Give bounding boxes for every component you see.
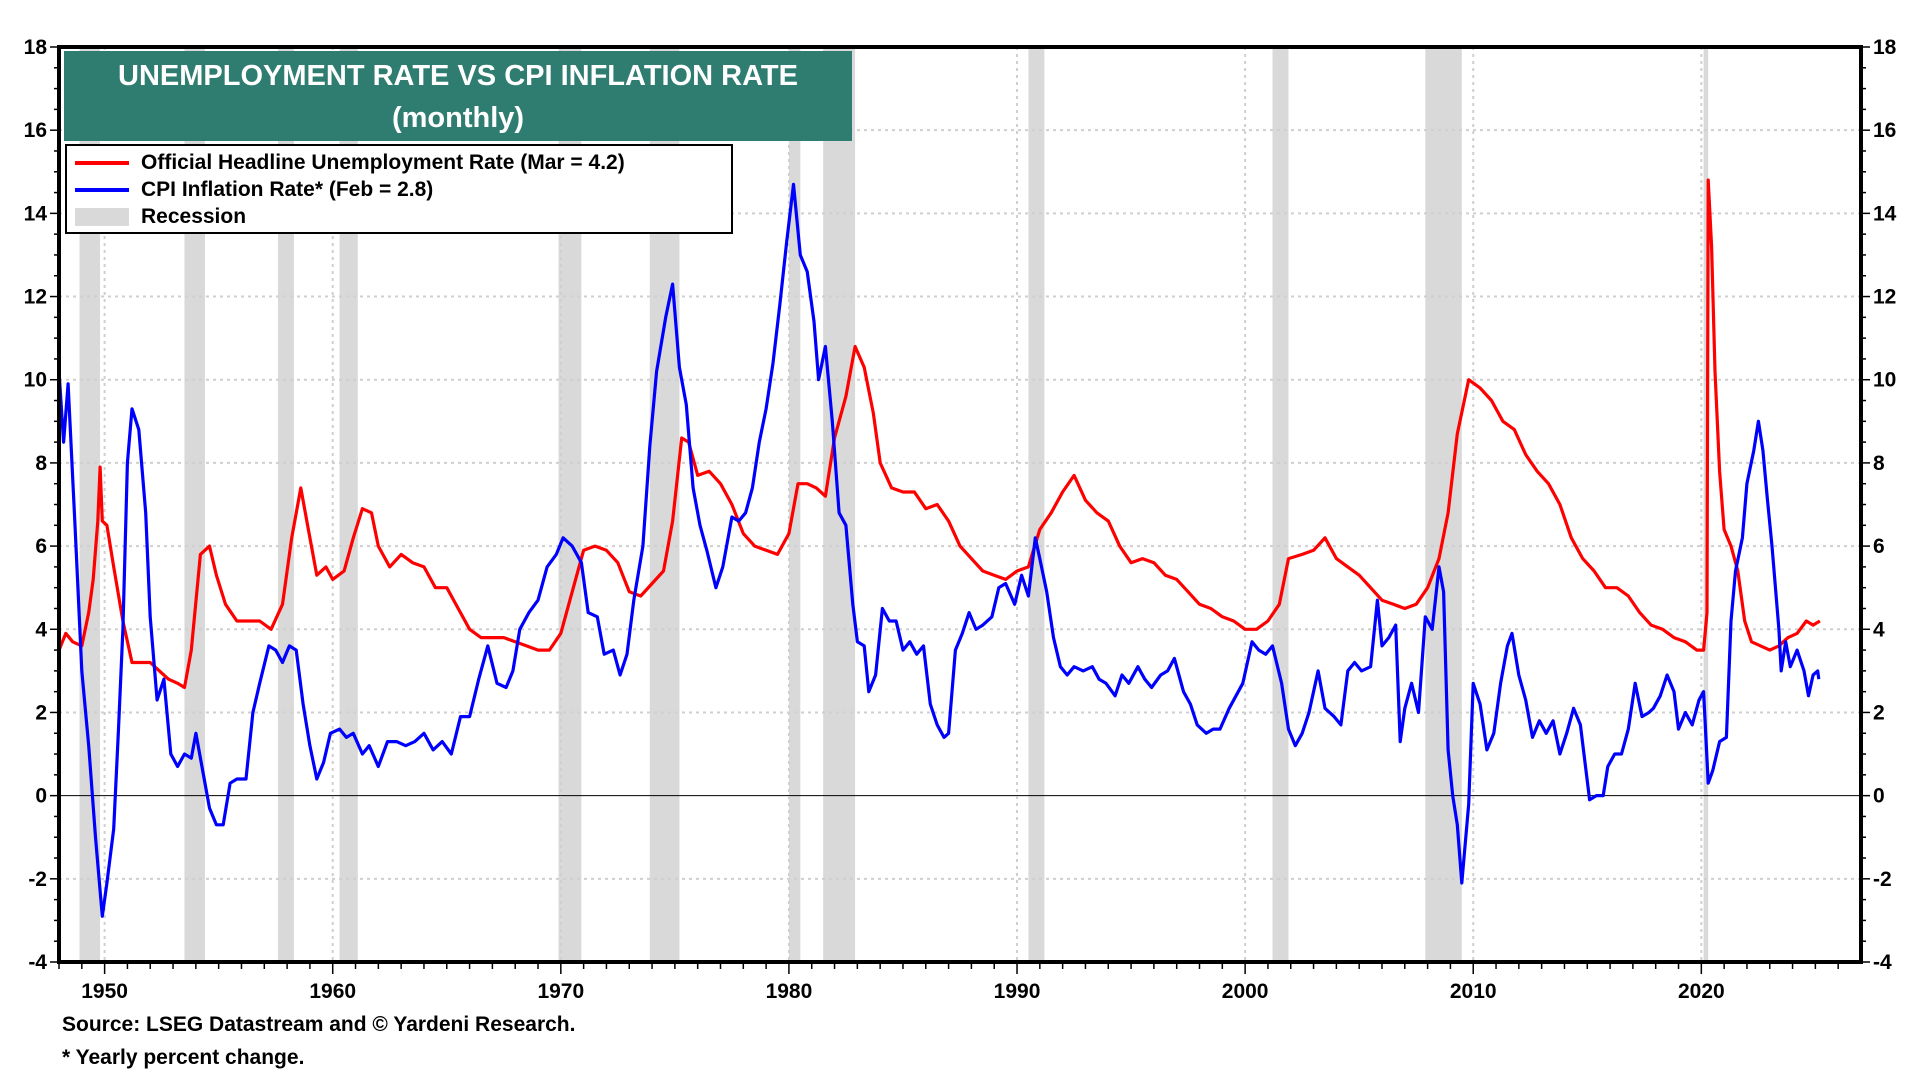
x-tick-label: 2020	[1678, 980, 1725, 1003]
legend-swatch-red	[75, 160, 129, 165]
unemployment-line	[57, 178, 1821, 690]
legend-swatch-gray	[75, 207, 129, 226]
legend-item-recession: Recession	[75, 203, 723, 230]
legend-label: Recession	[141, 204, 247, 228]
y-tick-label-left: 6	[35, 535, 47, 558]
recession-band	[558, 47, 582, 962]
y-tick-label-left: 2	[35, 701, 47, 724]
y-tick-label-left: -2	[28, 868, 47, 891]
y-tick-label-right: 12	[1873, 286, 1896, 309]
axes: -4 -4 -2 -2 0 0 2 2 4 4 6 6 8 8 10 10 12 12 14 14 16 16 18 18 19…	[24, 36, 1897, 1003]
chart-subtitle: (monthly)	[391, 102, 525, 134]
x-tick-label: 2000	[1222, 980, 1269, 1003]
cpi-line	[57, 182, 1821, 918]
x-tick-label: 1970	[537, 980, 584, 1003]
y-tick-label-left: 10	[24, 369, 47, 392]
legend-item-cpi: CPI Inflation Rate* (Feb = 2.8)	[75, 176, 723, 203]
source-note: Source: LSEG Datastream and © Yardeni Re…	[62, 1013, 576, 1036]
y-tick-label-right: 2	[1873, 701, 1885, 724]
y-tick-label-left: 16	[24, 119, 47, 142]
gridlines	[59, 47, 1861, 962]
y-tick-label-right: 18	[1873, 36, 1897, 59]
y-tick-label-right: 14	[1873, 202, 1897, 225]
legend-swatch-blue	[75, 187, 129, 192]
legend-item-unemployment: Official Headline Unemployment Rate (Mar…	[75, 149, 723, 176]
y-tick-label-right: 6	[1873, 535, 1885, 558]
y-tick-label-right: -4	[1873, 951, 1892, 974]
recession-band	[1028, 47, 1045, 962]
chart-title: UNEMPLOYMENT RATE VS CPI INFLATION RATE	[118, 60, 798, 92]
recession-band	[79, 47, 101, 962]
y-tick-label-right: 8	[1873, 452, 1885, 475]
footnote: * Yearly percent change.	[62, 1046, 305, 1069]
x-tick-label: 1980	[766, 980, 813, 1003]
y-tick-label-left: 8	[35, 452, 47, 475]
series-lines	[57, 178, 1821, 918]
y-tick-label-left: 12	[24, 286, 47, 309]
chart-title-banner: UNEMPLOYMENT RATE VS CPI INFLATION RATE …	[64, 51, 852, 141]
y-tick-label-left: 0	[35, 785, 47, 808]
y-tick-label-left: -4	[28, 951, 47, 974]
x-tick-label: 1960	[309, 980, 356, 1003]
legend-label: Official Headline Unemployment Rate (Mar…	[141, 150, 625, 174]
x-tick-label: 1990	[994, 980, 1041, 1003]
recession-band	[184, 47, 205, 962]
y-tick-label-left: 18	[24, 36, 48, 59]
legend: Official Headline Unemployment Rate (Mar…	[65, 144, 733, 234]
y-tick-label-left: 14	[24, 202, 48, 225]
y-tick-label-left: 4	[35, 618, 47, 641]
recession-band	[277, 47, 294, 962]
recession-band	[1272, 47, 1289, 962]
y-tick-label-right: 0	[1873, 785, 1885, 808]
x-tick-label: 2010	[1450, 980, 1497, 1003]
y-tick-label-right: 10	[1873, 369, 1896, 392]
x-tick-label: 1950	[81, 980, 128, 1003]
recession-bands	[79, 47, 1709, 962]
legend-label: CPI Inflation Rate* (Feb = 2.8)	[141, 177, 434, 201]
y-tick-label-right: -2	[1873, 868, 1892, 891]
y-tick-label-right: 16	[1873, 119, 1896, 142]
y-tick-label-right: 4	[1873, 618, 1885, 641]
